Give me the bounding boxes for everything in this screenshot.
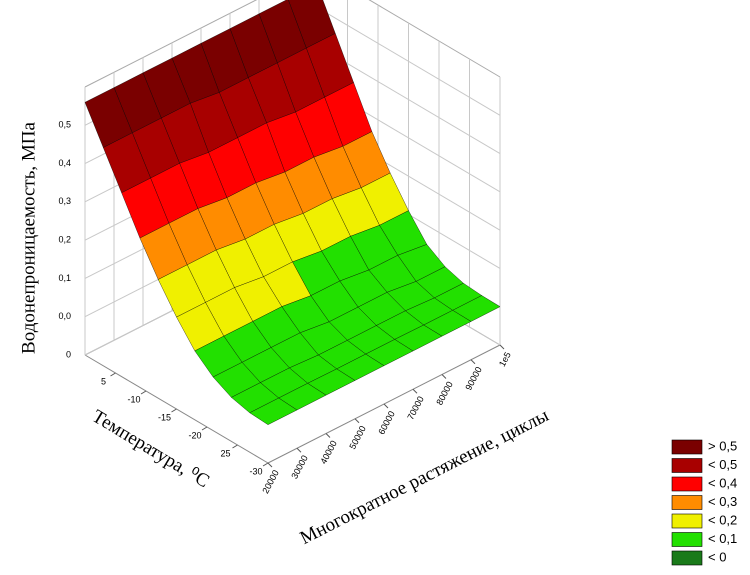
legend-label: < 0,5 xyxy=(708,457,737,472)
y-tick-label: 70000 xyxy=(405,395,426,422)
y-tick-mark xyxy=(354,418,360,424)
x-tick-mark xyxy=(262,462,269,467)
y-tick-mark xyxy=(383,403,389,409)
x-tick-mark xyxy=(140,390,147,395)
legend-swatch xyxy=(671,550,703,566)
z-tick-label: 0,3 xyxy=(58,196,71,206)
x-tick-label: -10 xyxy=(127,394,140,404)
y-tick-label: 1e5 xyxy=(497,350,513,368)
legend-label: < 0,2 xyxy=(708,512,737,527)
y-tick-label: 90000 xyxy=(463,365,484,392)
y-tick-label: 20000 xyxy=(260,468,281,495)
x-tick-label: -15 xyxy=(158,412,171,422)
y-tick-mark xyxy=(441,374,447,379)
z-tick-label: 0,4 xyxy=(58,158,71,168)
z-tick-label: 0,0 xyxy=(58,311,71,321)
legend-label: < 0,4 xyxy=(708,475,737,490)
y-tick-mark xyxy=(470,359,476,365)
x-tick-label: -20 xyxy=(188,430,201,440)
legend-label: < 0 xyxy=(708,549,726,564)
x-tick-label: 5 xyxy=(101,376,106,386)
y-axis-label: Многократное растяжение, циклы xyxy=(297,405,553,549)
legend-swatch xyxy=(671,513,703,529)
y-tick-label: 50000 xyxy=(347,424,368,451)
y-tick-mark xyxy=(412,388,418,394)
legend-swatch xyxy=(671,476,703,492)
legend-swatch xyxy=(671,532,703,547)
z-tick-label: 0 xyxy=(66,349,71,359)
legend-swatch xyxy=(671,439,703,455)
legend-label: < 0,1 xyxy=(708,531,737,546)
y-tick-label: 40000 xyxy=(318,439,339,466)
x-tick-label: 25 xyxy=(220,448,230,458)
y-tick-mark xyxy=(325,433,331,438)
surface-cell xyxy=(249,397,298,425)
x-tick-mark xyxy=(232,444,238,449)
legend-label: > 0,5 xyxy=(708,438,737,453)
legend-label: < 0,3 xyxy=(708,494,737,509)
y-tick-mark xyxy=(296,447,302,453)
x-axis-label: Температура, ⁰С xyxy=(88,406,213,492)
x-tick-mark xyxy=(110,372,116,377)
x-tick-mark xyxy=(171,408,177,413)
y-tick-mark xyxy=(499,344,505,350)
z-tick-label: 0,5 xyxy=(58,120,71,130)
z-tick-label: 0,2 xyxy=(58,235,71,245)
legend-swatch xyxy=(671,495,703,510)
x-tick-mark xyxy=(201,426,208,431)
y-tick-label: 80000 xyxy=(434,380,455,407)
y-tick-mark xyxy=(267,462,273,468)
legend-swatch xyxy=(671,458,703,473)
x-tick-label: -30 xyxy=(249,466,262,476)
z-tick-label: 0,1 xyxy=(58,273,71,283)
y-tick-label: 60000 xyxy=(376,409,397,436)
z-axis-label: Водонепроницаемость, МПа xyxy=(18,122,39,354)
y-tick-label: 30000 xyxy=(289,454,310,481)
